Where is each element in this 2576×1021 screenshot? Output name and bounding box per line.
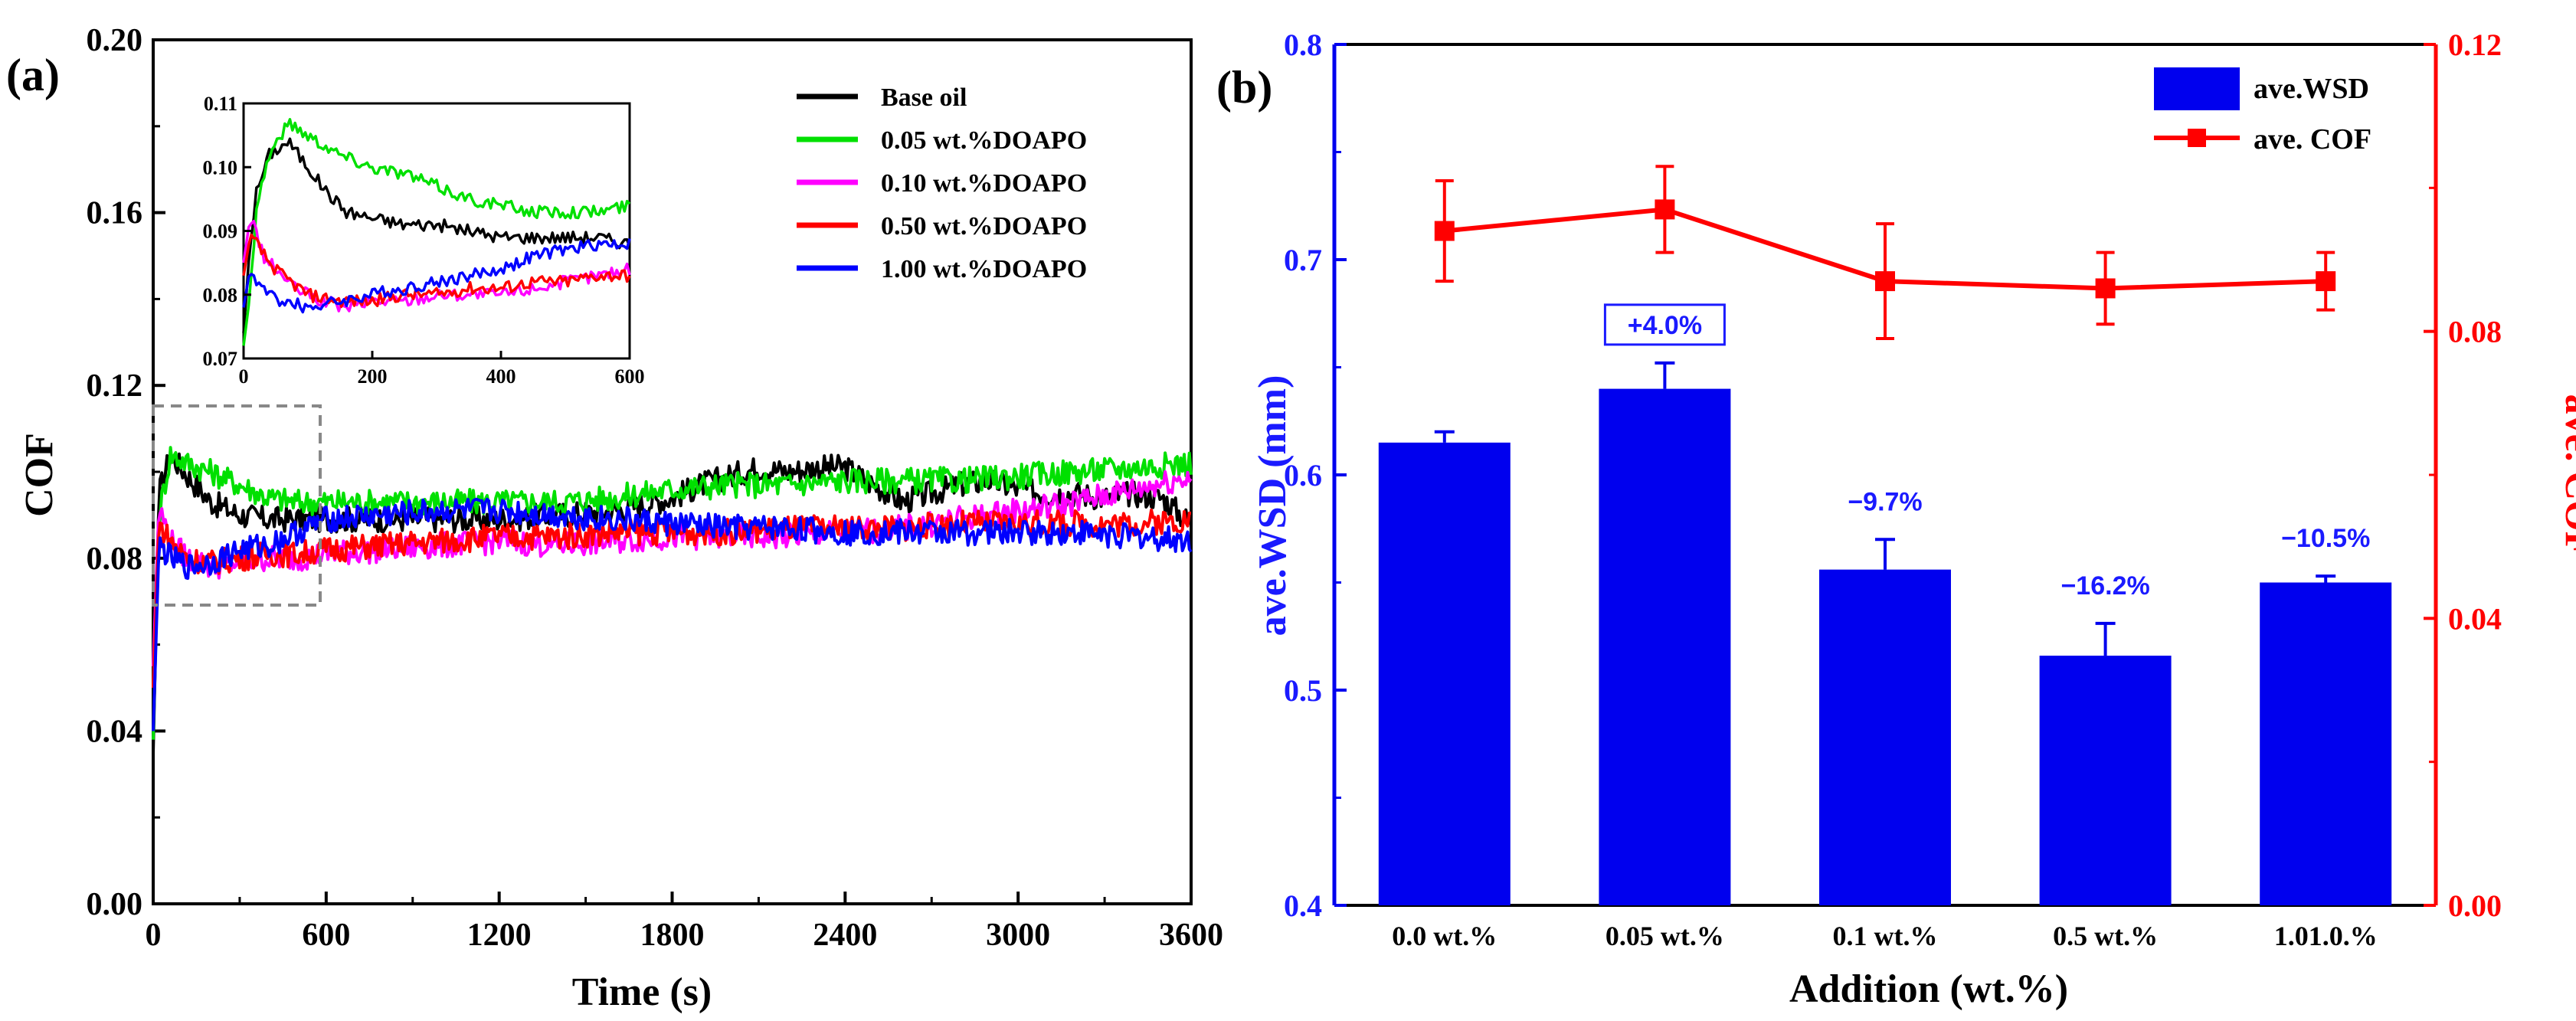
panel-b-ytick-right-label: 0.04 [2448, 601, 2502, 636]
panel-a-legend: Base oil 0.05 wt.%DOAPO 0.10 wt.%DOAPO 0.50… [797, 83, 1087, 283]
panel-a-legend-label: 0.10 wt.%DOAPO [881, 169, 1087, 198]
panel-b-wsd-bar [1819, 569, 1951, 905]
panel-b-annotations: +4.0% −9.7% −16.2% −10.5% [1603, 303, 2370, 600]
panel-a-legend-label: 1.00 wt.%DOAPO [881, 255, 1087, 283]
panel-a-ytick-label: 0.04 [87, 714, 143, 749]
inset-frame [242, 102, 631, 360]
panel-b-legend-label: ave.WSD [2254, 73, 2369, 105]
panel-b-legend-marker [2188, 129, 2206, 147]
panel-b-bars [1378, 361, 2392, 906]
panel-b-legend-bar-swatch [2154, 67, 2240, 110]
panel-a-ylabel: COF [18, 433, 61, 517]
inset-ytick-label: 0.08 [203, 284, 238, 306]
panel-b-xtick-label: 0.05 wt.% [1605, 921, 1724, 951]
panel-b-ytick-left-label: 0.5 [1284, 673, 1322, 708]
panel-b-label: (b) [1216, 62, 1272, 113]
inset-ytick-label: 0.07 [203, 348, 238, 370]
panel-a-ytick-label: 0.12 [87, 368, 143, 404]
panel-b-ytick-right-label: 0.08 [2448, 315, 2502, 349]
inset-xtick-label: 0 [239, 365, 249, 388]
panel-b: (b) 0.4 0.5 0.6 0.7 0.8 0.00 0.04 0.08 0.12 0.0 w… [1216, 28, 2576, 1011]
panel-b-cof-marker [2095, 278, 2116, 299]
panel-b-cof-marker [1655, 199, 1675, 220]
panel-a-xtick-label: 2400 [813, 918, 877, 953]
inset-ytick-label: 0.10 [203, 156, 238, 178]
panel-b-ytick-right-label: 0.12 [2448, 28, 2502, 62]
panel-b-legend: ave.WSD ave. COF [2154, 67, 2371, 155]
panel-a-ytick-label: 0.16 [87, 196, 143, 231]
inset-xtick-label: 400 [486, 365, 516, 388]
panel-a-xtick-label: 1800 [640, 918, 705, 953]
panel-a-ytick-label: 0.20 [87, 23, 143, 58]
panel-b-cof-marker [1434, 221, 1455, 241]
panel-a-series-line [152, 497, 1193, 731]
panel-a-series [152, 446, 1193, 753]
panel-b-xtick-label: 0.1 wt.% [1833, 921, 1938, 951]
panel-b-wsd-bar [2039, 656, 2172, 905]
panel-a-xtick-label: 1200 [467, 918, 532, 953]
panel-a-inset: 0 200 400 600 0.07 0.08 0.09 0.10 0.11 [203, 93, 645, 388]
panel-a-xtick-label: 3600 [1159, 918, 1223, 953]
panel-a-xtick-label: 3000 [986, 918, 1050, 953]
panel-a-legend-label: 0.50 wt.%DOAPO [881, 212, 1087, 241]
panel-b-cof-marker [2316, 271, 2336, 292]
panel-b-ytick-left-label: 0.6 [1284, 458, 1322, 493]
panel-b-wsd-bar [1378, 442, 1511, 905]
panel-a-xtick-label: 0 [146, 918, 162, 953]
panel-b-wsd-bar [1599, 388, 1731, 906]
inset-xtick-label: 200 [358, 365, 388, 388]
panel-b-annotation: −10.5% [2281, 524, 2370, 553]
inset-series-line [242, 118, 631, 346]
panel-b-annotation: +4.0% [1628, 311, 1702, 340]
inset-ytick-label: 0.09 [203, 221, 238, 243]
panel-a-legend-label: 0.05 wt.%DOAPO [881, 126, 1087, 155]
panel-a-xtick-label: 600 [302, 918, 350, 953]
inset-series-line [242, 238, 631, 314]
panel-b-xtick-label: 0.5 wt.% [2053, 921, 2158, 951]
panel-b-wsd-bar [2260, 582, 2392, 905]
panel-b-ytick-right-label: 0.00 [2448, 888, 2502, 923]
panel-b-ytick-left-label: 0.7 [1284, 243, 1322, 277]
panel-b-annotation: −16.2% [2060, 571, 2149, 600]
panel-a-label: (a) [6, 50, 60, 100]
inset-xtick-label: 600 [615, 365, 645, 388]
panel-b-xtick-label: 1.01.0.% [2274, 921, 2378, 951]
panel-b-ylabel-left: ave.WSD (mm) [1251, 375, 1295, 636]
panel-a-xlabel: Time (s) [572, 970, 712, 1014]
panel-b-cof-line [1434, 165, 2336, 341]
panel-b-xtick-label: 0.0 wt.% [1392, 921, 1497, 951]
panel-b-legend-label: ave. COF [2254, 123, 2371, 155]
inset-ytick-label: 0.11 [204, 93, 237, 115]
panel-a-ytick-label: 0.00 [87, 887, 143, 922]
panel-b-annotation: −9.7% [1848, 487, 1922, 516]
panel-a-series-line [152, 446, 1193, 740]
panel-b-xlabel: Addition (wt.%) [1789, 967, 2068, 1011]
panel-b-ylabel-right: ave. COF [2557, 394, 2576, 556]
panel-a: (a) 0 600 1200 1800 2400 3000 3600 0.00 0.04 0.08… [6, 23, 1223, 1014]
panel-b-annotation-box [1603, 303, 1726, 346]
panel-b-ytick-left-label: 0.4 [1284, 888, 1322, 923]
inset-series-line [242, 137, 631, 333]
panel-a-zoom-box [152, 404, 322, 607]
panel-a-ytick-label: 0.08 [87, 542, 143, 577]
panel-b-cof-marker [1875, 271, 1895, 292]
panel-a-axes: 0 600 1200 1800 2400 3000 3600 0.00 0.04 0.08 0.12… [87, 23, 1224, 953]
panel-a-legend-label: Base oil [881, 83, 967, 112]
inset-series-line [242, 233, 631, 309]
panel-b-ytick-left-label: 0.8 [1284, 28, 1322, 62]
